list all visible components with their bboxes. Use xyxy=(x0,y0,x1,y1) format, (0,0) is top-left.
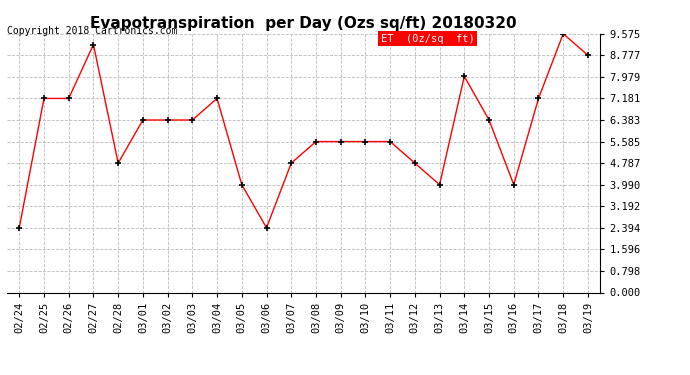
Title: Evapotranspiration  per Day (Ozs sq/ft) 20180320: Evapotranspiration per Day (Ozs sq/ft) 2… xyxy=(90,16,517,31)
Text: Copyright 2018 Cartronics.com: Copyright 2018 Cartronics.com xyxy=(7,26,177,36)
Text: ET  (0z/sq  ft): ET (0z/sq ft) xyxy=(381,34,475,44)
